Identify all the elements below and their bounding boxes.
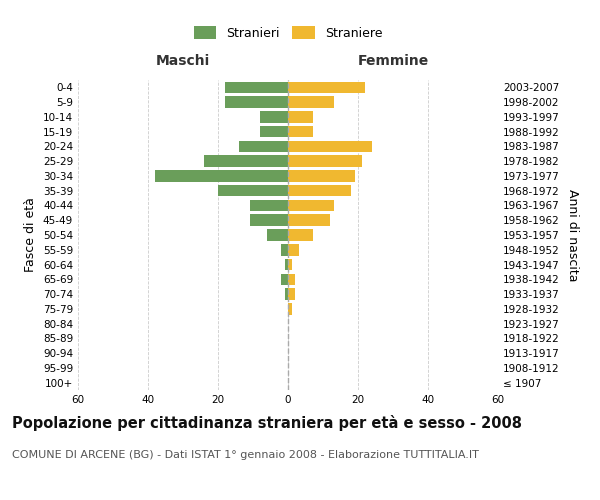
Bar: [225, 82, 288, 93]
Bar: [288, 96, 334, 108]
Text: Femmine: Femmine: [358, 54, 428, 68]
Bar: [239, 140, 288, 152]
Text: COMUNE DI ARCENE (BG) - Dati ISTAT 1° gennaio 2008 - Elaborazione TUTTITALIA.IT: COMUNE DI ARCENE (BG) - Dati ISTAT 1° ge…: [12, 450, 479, 460]
Y-axis label: Anni di nascita: Anni di nascita: [566, 188, 579, 281]
Bar: [288, 229, 313, 241]
Bar: [155, 170, 288, 181]
Bar: [288, 140, 372, 152]
Bar: [288, 170, 355, 181]
Bar: [288, 200, 334, 211]
Bar: [284, 288, 288, 300]
Bar: [288, 82, 365, 93]
Bar: [260, 126, 288, 138]
Bar: [281, 274, 288, 285]
Bar: [288, 126, 313, 138]
Bar: [288, 303, 292, 314]
Bar: [288, 259, 292, 270]
Legend: Stranieri, Straniere: Stranieri, Straniere: [189, 21, 387, 45]
Text: Maschi: Maschi: [156, 54, 210, 68]
Y-axis label: Fasce di età: Fasce di età: [25, 198, 37, 272]
Bar: [288, 156, 361, 167]
Text: Popolazione per cittadinanza straniera per età e sesso - 2008: Popolazione per cittadinanza straniera p…: [12, 415, 522, 431]
Bar: [250, 214, 288, 226]
Bar: [288, 214, 330, 226]
Bar: [260, 111, 288, 122]
Bar: [250, 200, 288, 211]
Bar: [218, 185, 288, 196]
Bar: [204, 156, 288, 167]
Bar: [288, 244, 299, 256]
Bar: [288, 185, 351, 196]
Bar: [288, 111, 313, 122]
Bar: [225, 96, 288, 108]
Bar: [267, 229, 288, 241]
Bar: [281, 244, 288, 256]
Bar: [288, 274, 295, 285]
Bar: [288, 288, 295, 300]
Bar: [284, 259, 288, 270]
